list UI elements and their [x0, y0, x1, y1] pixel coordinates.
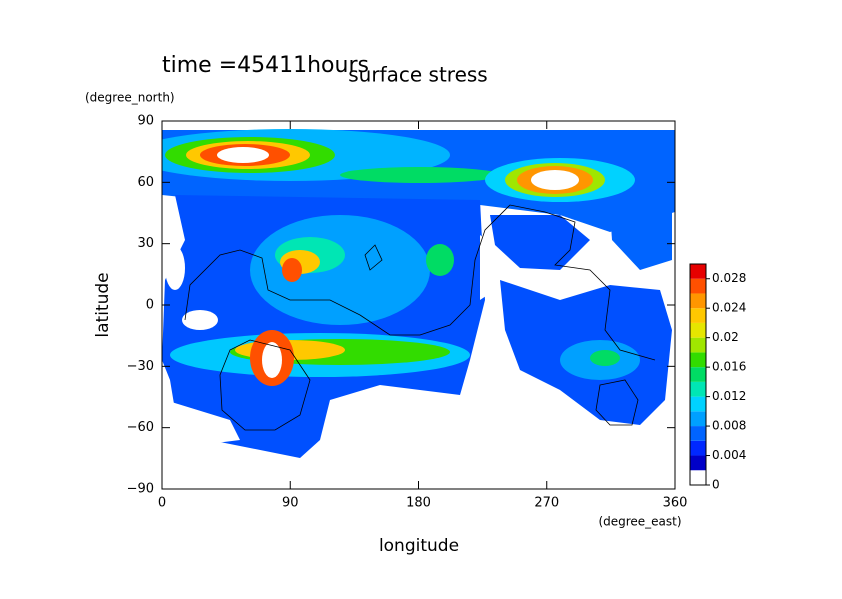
colorbar-band	[690, 381, 706, 397]
coastlines	[184, 204, 656, 431]
colorbar-band	[690, 367, 706, 382]
colorbar-band	[690, 322, 706, 338]
y-tick-label: −90	[127, 482, 154, 497]
x-units: (degree_east)	[598, 515, 681, 529]
colorbar-band	[690, 396, 706, 412]
colorbar-tick-label: 0.008	[712, 419, 746, 433]
colorbar-band	[690, 440, 706, 456]
y-tick-label: 30	[137, 236, 154, 251]
colorbar-band	[690, 352, 706, 368]
y-tick-label: 0	[146, 298, 154, 313]
colorbar-tick-label: 0.02	[712, 330, 739, 344]
x-label: longitude	[379, 536, 459, 556]
colorbar-tick-label: 0.004	[712, 448, 746, 462]
colorbar-frame	[689, 263, 707, 486]
x-tick-label: 270	[534, 496, 559, 511]
x-tick-label: 0	[158, 496, 166, 511]
x-tick-label: 180	[406, 496, 431, 511]
colorbar-tick-label: 0.012	[712, 389, 746, 403]
subtitle: time =45411hours	[162, 53, 369, 78]
y-tick-label: −30	[127, 359, 154, 374]
colorbar-band	[690, 264, 706, 279]
colorbar-band	[690, 470, 706, 485]
y-tick-label: 90	[137, 114, 154, 129]
colorbar-band	[690, 426, 706, 441]
y-tick-label: 60	[137, 175, 154, 190]
colorbar-band	[690, 455, 706, 471]
colorbar-band	[690, 308, 706, 323]
colorbar-tick-label: 0.028	[712, 271, 746, 285]
colorbar-tick-label: 0.024	[712, 301, 746, 315]
y-label: latitude	[93, 272, 113, 337]
colorbar-tick-label: 0	[712, 478, 720, 492]
field	[162, 129, 675, 458]
colorbar-band	[690, 293, 706, 309]
x-tick-label: 360	[663, 496, 688, 511]
x-tick-label: 90	[282, 496, 299, 511]
y-tick-label: −60	[127, 420, 154, 435]
colorbar-band	[690, 278, 706, 294]
chart-title: surface stress	[348, 63, 487, 87]
colorbar-band	[690, 411, 706, 427]
y-units: (degree_north)	[85, 91, 175, 105]
colorbar-band	[690, 337, 706, 353]
colorbar-tick-label: 0.016	[712, 360, 746, 374]
